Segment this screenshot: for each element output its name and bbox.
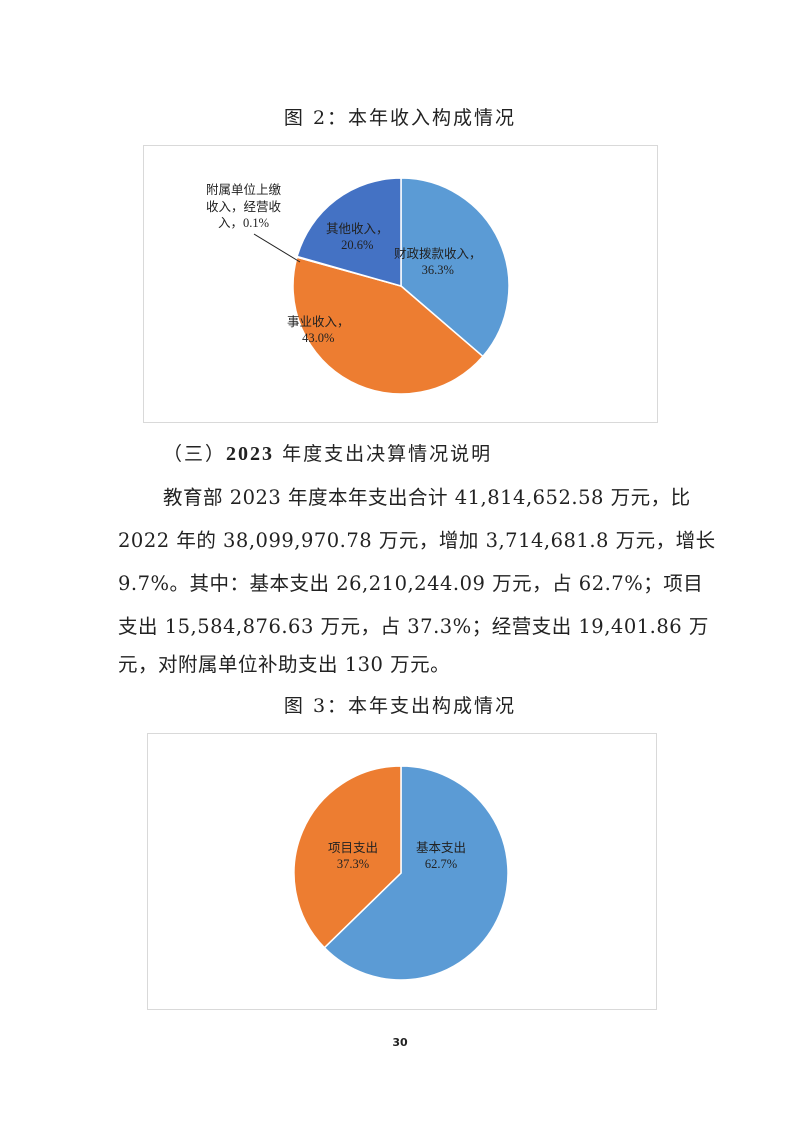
expenditure-pie-chart: 基本支出 62.7% 项目支出 37.3% — [147, 733, 657, 1010]
label-other-income: 其他收入， 20.6% — [326, 222, 389, 252]
figure-2-caption: 图 2：本年收入构成情况 — [283, 107, 517, 129]
pie-slice-1 — [323, 765, 509, 981]
label-affiliated-income: 附属单位上缴 收入，经营收 入，0.1% — [206, 183, 282, 230]
paragraph-line: 2022 年的 38,099,970.78 万元，增加 3,714,681.8 … — [118, 529, 716, 552]
leader-line — [253, 233, 301, 263]
paragraph-line: 教育部 2023 年度本年支出合计 41,814,652.58 万元，比 — [163, 486, 691, 509]
label-business-income: 事业收入， 43.0% — [287, 315, 350, 345]
pie-slice-2 — [293, 765, 402, 949]
figure-3-caption: 图 3：本年支出构成情况 — [283, 695, 517, 717]
label-project-expenditure: 项目支出 37.3% — [328, 841, 379, 871]
paragraph-line: 9.7%。其中：基本支出 26,210,244.09 万元，占 62.7%；项目 — [118, 572, 704, 595]
pie-slice-4 — [296, 177, 402, 287]
pie-slice-1 — [400, 177, 510, 358]
page-number: 30 — [392, 1036, 408, 1049]
section-heading: （三）2023 年度支出决算情况说明 — [163, 443, 493, 465]
income-pie-chart: 财政拨款收入， 36.3% 事业收入， 43.0% 附属单位上缴 收入，经营收 入，0.… — [143, 145, 658, 423]
pie-slice-2 — [292, 256, 484, 395]
label-fiscal-appropriation: 财政拨款收入， 36.3% — [394, 247, 482, 277]
label-basic-expenditure: 基本支出 62.7% — [416, 841, 467, 871]
label-affiliated-text: 附属单位上缴 收入，经营收 入， — [206, 183, 282, 230]
paragraph-line: 元，对附属单位补助支出 130 万元。 — [118, 653, 451, 676]
paragraph-line: 支出 15,584,876.63 万元，占 37.3%；经营支出 19,401.… — [118, 615, 709, 638]
